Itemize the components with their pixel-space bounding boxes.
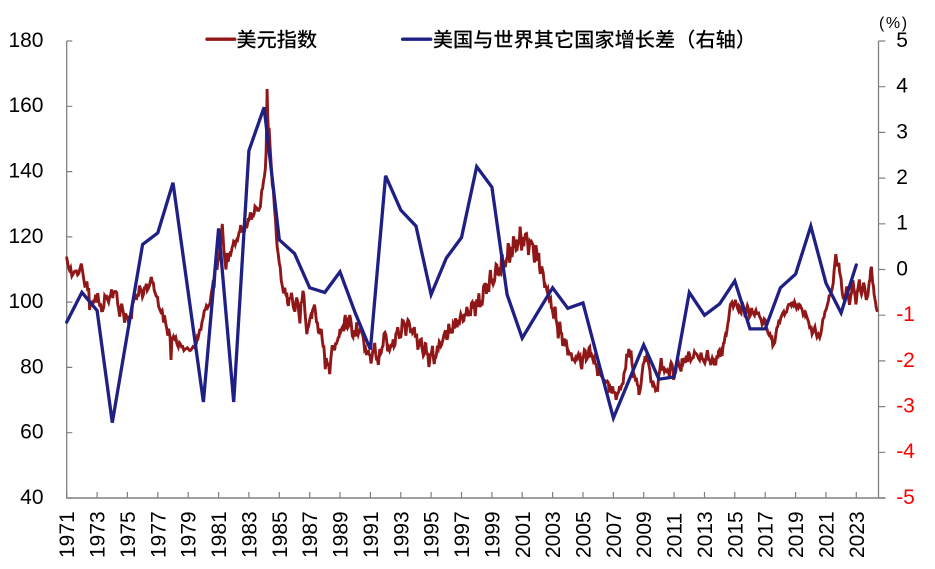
svg-text:1991: 1991 xyxy=(360,511,383,558)
svg-text:1983: 1983 xyxy=(238,511,261,558)
svg-text:-1: -1 xyxy=(896,303,915,326)
svg-text:1973: 1973 xyxy=(87,511,110,558)
svg-text:2023: 2023 xyxy=(846,511,869,558)
svg-text:2003: 2003 xyxy=(542,511,565,558)
svg-text:60: 60 xyxy=(20,421,43,444)
svg-text:-3: -3 xyxy=(896,395,915,418)
svg-text:5: 5 xyxy=(896,29,908,52)
svg-text:0: 0 xyxy=(896,257,908,280)
svg-text:2001: 2001 xyxy=(512,511,535,558)
svg-text:2: 2 xyxy=(896,166,908,189)
svg-text:1999: 1999 xyxy=(481,511,504,558)
svg-text:2021: 2021 xyxy=(816,511,839,558)
svg-text:1989: 1989 xyxy=(330,511,353,558)
svg-text:160: 160 xyxy=(8,94,43,117)
svg-text:1975: 1975 xyxy=(117,511,140,558)
svg-text:1993: 1993 xyxy=(390,511,413,558)
svg-text:80: 80 xyxy=(20,355,43,378)
svg-text:-2: -2 xyxy=(896,349,915,372)
svg-text:-5: -5 xyxy=(896,486,915,509)
svg-text:100: 100 xyxy=(8,290,43,313)
svg-text:1985: 1985 xyxy=(269,511,292,558)
svg-text:1987: 1987 xyxy=(299,511,322,558)
svg-text:1981: 1981 xyxy=(208,511,231,558)
svg-text:1979: 1979 xyxy=(178,511,201,558)
svg-text:140: 140 xyxy=(8,160,43,183)
svg-text:(%): (%) xyxy=(879,15,909,32)
svg-text:180: 180 xyxy=(8,29,43,52)
svg-text:40: 40 xyxy=(20,486,43,509)
svg-text:3: 3 xyxy=(896,120,908,143)
svg-text:1977: 1977 xyxy=(147,511,170,558)
svg-text:1: 1 xyxy=(896,212,908,235)
svg-text:1995: 1995 xyxy=(421,511,444,558)
svg-text:-4: -4 xyxy=(896,440,915,463)
svg-text:2011: 2011 xyxy=(664,513,687,558)
svg-text:2009: 2009 xyxy=(633,511,656,558)
svg-text:2019: 2019 xyxy=(785,511,808,558)
svg-text:2013: 2013 xyxy=(694,511,717,558)
svg-text:2007: 2007 xyxy=(603,511,626,558)
svg-text:2005: 2005 xyxy=(573,511,596,558)
svg-text:2015: 2015 xyxy=(724,511,747,558)
svg-text:120: 120 xyxy=(8,225,43,248)
svg-text:2017: 2017 xyxy=(755,511,778,558)
svg-text:4: 4 xyxy=(896,75,908,98)
svg-text:1971: 1971 xyxy=(56,511,79,558)
svg-text:1997: 1997 xyxy=(451,511,474,558)
